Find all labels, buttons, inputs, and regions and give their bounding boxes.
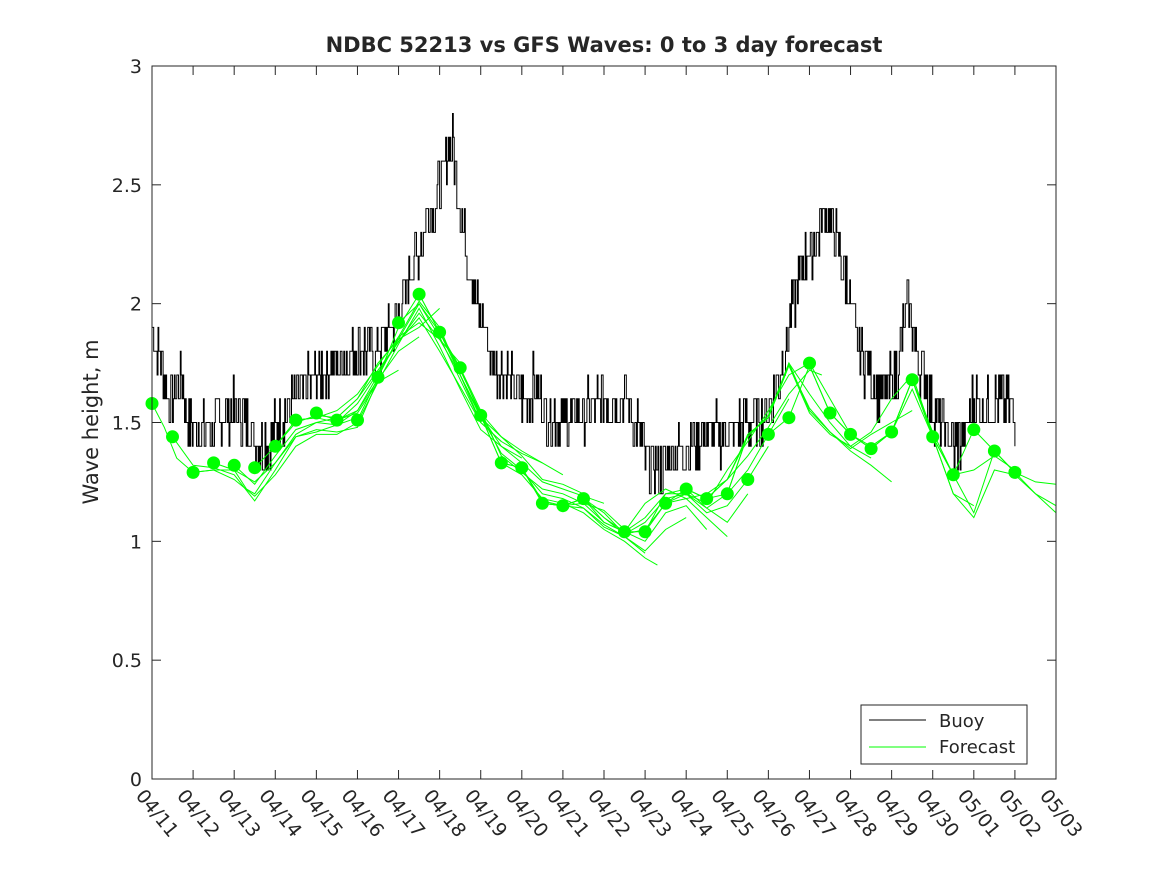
legend: Buoy Forecast (860, 704, 1028, 765)
forecast-run-line-6 (274, 317, 482, 447)
forecast-run-line-7 (295, 312, 502, 442)
forecast-point-39 (967, 423, 981, 437)
forecast-point-11 (371, 370, 385, 384)
y-tick-label-3: 1.5 (112, 413, 142, 435)
forecast-run-line-8 (316, 307, 523, 459)
forecast-point-5 (248, 461, 262, 475)
forecast-point-10 (351, 413, 364, 427)
forecast-point-16 (474, 408, 488, 422)
forecast-point-3 (207, 456, 221, 470)
forecast-point-12 (392, 316, 405, 330)
forecast-point-33 (844, 427, 857, 441)
forecast-point-21 (577, 492, 590, 506)
forecast-point-2 (186, 465, 200, 479)
forecast-run-line-26 (706, 361, 913, 499)
series-layer (145, 113, 1057, 566)
y-tick-label-5: 2.5 (112, 175, 142, 197)
forecast-run-line-31 (891, 387, 1057, 523)
forecast-point-30 (782, 411, 796, 425)
forecast-point-23 (638, 525, 652, 539)
y-tick-label-6: 3 (130, 56, 142, 78)
forecast-point-37 (926, 430, 940, 444)
chart-title: NDBC 52213 vs GFS Waves: 0 to 3 day fore… (326, 33, 883, 57)
forecast-point-32 (823, 406, 837, 420)
y-axis-label: Wave height, m (79, 339, 103, 504)
y-tick-label-4: 2 (130, 294, 142, 316)
forecast-point-17 (494, 456, 508, 470)
forecast-point-14 (433, 325, 447, 339)
forecast-point-9 (330, 413, 344, 427)
forecast-point-40 (987, 444, 1001, 458)
forecast-point-27 (720, 487, 734, 501)
forecast-point-24 (659, 496, 673, 510)
forecast-point-25 (679, 482, 693, 496)
forecast-point-15 (453, 361, 467, 375)
forecast-point-35 (885, 425, 899, 439)
forecast-point-36 (905, 373, 919, 387)
forecast-point-13 (412, 287, 426, 301)
forecast-point-1 (166, 430, 179, 444)
forecast-point-7 (289, 413, 303, 427)
forecast-point-28 (741, 473, 755, 486)
y-tick-label-1: 0.5 (112, 650, 142, 672)
forecast-point-26 (700, 492, 714, 506)
forecast-point-6 (268, 439, 282, 453)
forecast-point-22 (618, 525, 631, 539)
forecast-point-29 (761, 427, 775, 441)
y-tick-label-2: 1 (130, 531, 142, 553)
forecast-point-4 (227, 458, 241, 472)
y-tick-label-0: 0 (130, 769, 142, 791)
forecast-point-20 (556, 499, 570, 513)
forecast-run-line-2 (193, 369, 399, 497)
forecast-run-line-12 (398, 302, 605, 504)
forecast-run-line-27 (726, 364, 934, 494)
forecast-point-19 (535, 496, 549, 510)
legend-forecast-label: Forecast (939, 737, 1015, 758)
forecast-point-41 (1008, 465, 1022, 479)
forecast-point-8 (309, 406, 323, 420)
forecast-point-18 (515, 461, 529, 475)
forecast-point-38 (946, 468, 960, 482)
forecast-point-34 (864, 442, 878, 456)
forecast-point-31 (803, 356, 816, 370)
buoy-series-line (152, 113, 1016, 495)
legend-buoy-label: Buoy (939, 711, 985, 732)
legend-box (860, 704, 1028, 765)
